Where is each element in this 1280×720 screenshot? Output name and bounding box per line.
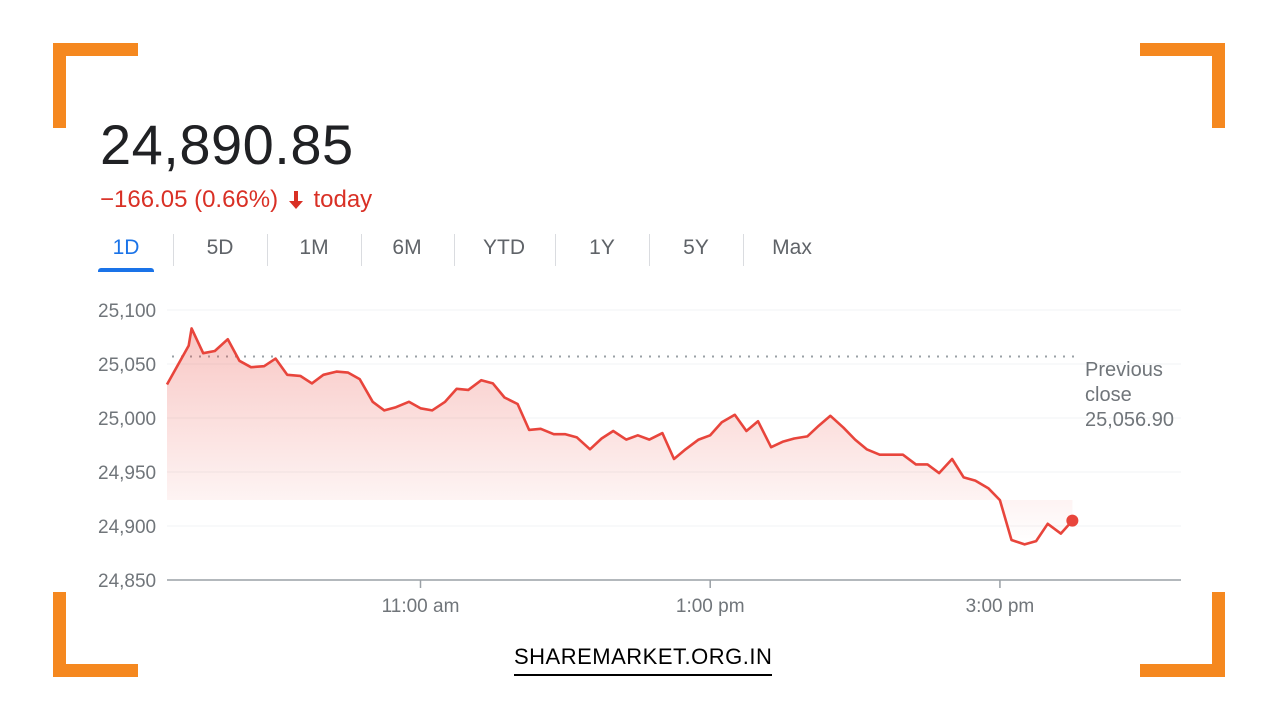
- tab-ytd[interactable]: YTD: [483, 236, 525, 259]
- price-change: −166.05 (0.66%) today: [100, 186, 372, 214]
- tab-5d[interactable]: 5D: [206, 236, 234, 259]
- current-price: 24,890.85: [100, 113, 354, 176]
- tab-divider: [173, 234, 174, 266]
- brand-watermark: SHAREMARKET.ORG.IN: [514, 644, 773, 676]
- tab-1m[interactable]: 1M: [299, 236, 329, 259]
- corner-bracket-top-right: [1140, 43, 1225, 56]
- price-line: [165, 327, 1074, 546]
- corner-bracket-bottom-left: [53, 592, 66, 677]
- x-tick-label: 3:00 pm: [966, 596, 1035, 617]
- tab-6m[interactable]: 6M: [392, 236, 422, 259]
- tab-divider: [454, 234, 455, 266]
- tab-5y[interactable]: 5Y: [683, 236, 709, 259]
- tab-divider: [649, 234, 650, 266]
- y-tick-label: 25,000: [98, 409, 156, 430]
- tab-1y[interactable]: 1Y: [589, 236, 615, 259]
- y-tick-label: 24,950: [98, 463, 156, 484]
- arrow-down-icon: [288, 191, 303, 209]
- tab-divider: [267, 234, 268, 266]
- y-tick-label: 25,050: [98, 355, 156, 376]
- x-tick-label: 1:00 pm: [676, 596, 745, 617]
- change-suffix: today: [313, 186, 373, 213]
- current-price-point: [1066, 514, 1079, 527]
- corner-bracket-top-left: [53, 43, 66, 128]
- tab-divider: [555, 234, 556, 266]
- previous-close-label: 25,056.90: [1085, 409, 1174, 431]
- previous-close-label: Previous: [1085, 359, 1163, 381]
- tab-1d[interactable]: 1D: [80, 230, 172, 272]
- corner-bracket-bottom-right: [1140, 664, 1225, 677]
- change-value: −166.05 (0.66%): [100, 186, 279, 213]
- y-tick-label: 24,900: [98, 517, 156, 538]
- corner-bracket-top-right: [1212, 43, 1225, 128]
- tab-divider: [743, 234, 744, 266]
- tab-divider: [361, 234, 362, 266]
- corner-bracket-top-left: [53, 43, 138, 56]
- previous-close-label: close: [1085, 384, 1132, 406]
- y-tick-label: 24,850: [98, 571, 156, 592]
- x-tick-label: 11:00 am: [382, 596, 460, 617]
- corner-bracket-bottom-left: [53, 664, 138, 677]
- tab-max[interactable]: Max: [772, 236, 812, 259]
- corner-bracket-bottom-right: [1212, 592, 1225, 677]
- y-tick-label: 25,100: [98, 301, 156, 322]
